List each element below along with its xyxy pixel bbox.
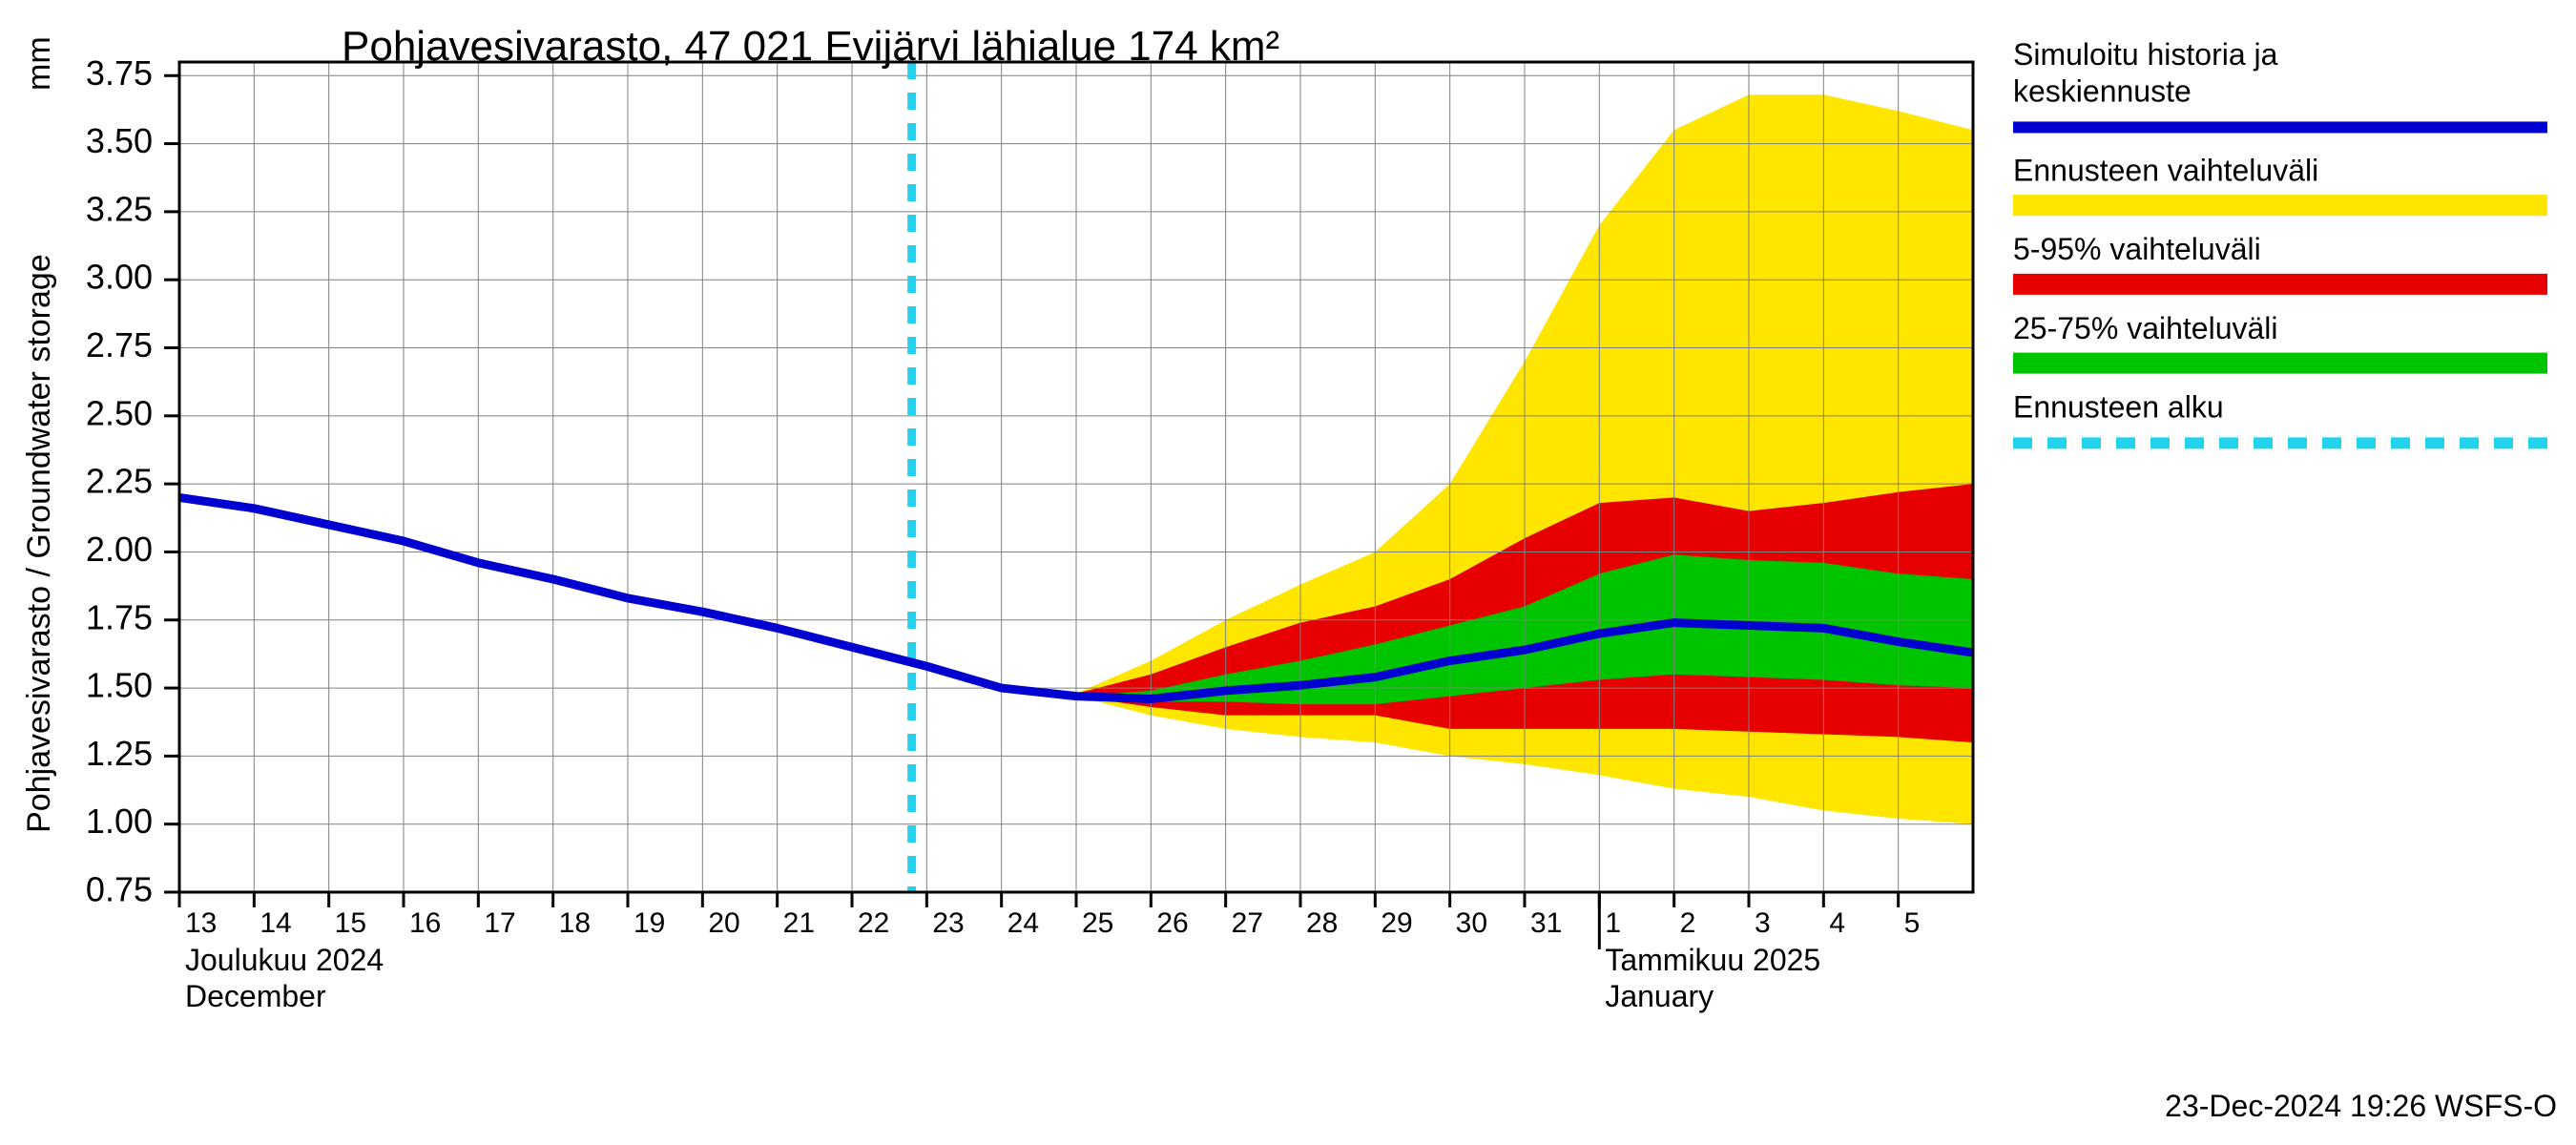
x-tick-label: 13 [185, 907, 217, 939]
legend-swatch [2013, 121, 2547, 133]
month1-en: December [185, 979, 326, 1013]
chart-root: 0.75 1.00 1.25 1.50 1.75 2.00 2.25 2.50 2.75 3.00… [0, 0, 2576, 1145]
y-tick-label: 1.25 [86, 734, 153, 773]
y-tick-label: 3.50 [86, 121, 153, 160]
month1-fi: Joulukuu 2024 [185, 943, 384, 977]
legend-swatch [2013, 195, 2547, 216]
x-tick-label: 25 [1082, 907, 1113, 939]
x-tick-label: 17 [484, 907, 515, 939]
x-tick-label: 31 [1530, 907, 1562, 939]
x-tick-label: 23 [932, 907, 964, 939]
x-tick-label: 3 [1755, 907, 1771, 939]
x-tick-label: 27 [1232, 907, 1263, 939]
legend-label: 5-95% vaihteluväli [2013, 232, 2261, 266]
x-tick-label: 19 [634, 907, 665, 939]
legend-label: Simuloitu historia ja [2013, 37, 2278, 72]
legend-swatch [2013, 353, 2547, 374]
legend-label: 25-75% vaihteluväli [2013, 311, 2278, 345]
y-axis-label-main: Pohjavesivarasto / Groundwater storage [21, 254, 57, 833]
x-tick-label: 21 [783, 907, 815, 939]
y-tick-label: 3.25 [86, 189, 153, 228]
x-tick-label: 1 [1605, 907, 1621, 939]
legend-label: Ennusteen alku [2013, 390, 2224, 425]
x-tick-label: 16 [409, 907, 441, 939]
y-tick-label: 1.50 [86, 666, 153, 705]
y-tick-label: 2.75 [86, 325, 153, 364]
x-tick-label: 29 [1381, 907, 1412, 939]
x-tick-label: 28 [1306, 907, 1338, 939]
x-tick-label: 2 [1680, 907, 1696, 939]
y-tick-label: 2.50 [86, 393, 153, 432]
chart-title: Pohjavesivarasto, 47 021 Evijärvi lähial… [342, 23, 1279, 70]
legend-label: Ennusteen vaihteluväli [2013, 153, 2318, 187]
x-tick-label: 30 [1456, 907, 1487, 939]
x-tick-label: 15 [335, 907, 366, 939]
x-tick-label: 5 [1904, 907, 1921, 939]
legend-swatch [2013, 274, 2547, 295]
footer-timestamp: 23-Dec-2024 19:26 WSFS-O [2165, 1089, 2557, 1123]
y-tick-label: 3.75 [86, 53, 153, 93]
y-tick-label: 2.00 [86, 530, 153, 569]
x-tick-label: 18 [559, 907, 591, 939]
y-tick-label: 2.25 [86, 462, 153, 501]
chart-svg: 0.75 1.00 1.25 1.50 1.75 2.00 2.25 2.50 2.75 3.00… [0, 0, 2576, 1145]
y-tick-label: 1.75 [86, 597, 153, 636]
month2-en: January [1605, 979, 1714, 1013]
y-tick-label: 1.00 [86, 802, 153, 841]
y-tick-label: 3.00 [86, 258, 153, 297]
x-tick-label: 4 [1829, 907, 1845, 939]
x-tick-label: 14 [260, 907, 291, 939]
x-tick-label: 24 [1008, 907, 1039, 939]
x-tick-label: 20 [708, 907, 739, 939]
x-tick-label: 26 [1156, 907, 1188, 939]
month2-fi: Tammikuu 2025 [1605, 943, 1820, 977]
legend-label: keskiennuste [2013, 74, 2192, 109]
y-axis-label-unit: mm [21, 36, 57, 91]
y-tick-label: 0.75 [86, 870, 153, 909]
x-tick-label: 22 [858, 907, 889, 939]
